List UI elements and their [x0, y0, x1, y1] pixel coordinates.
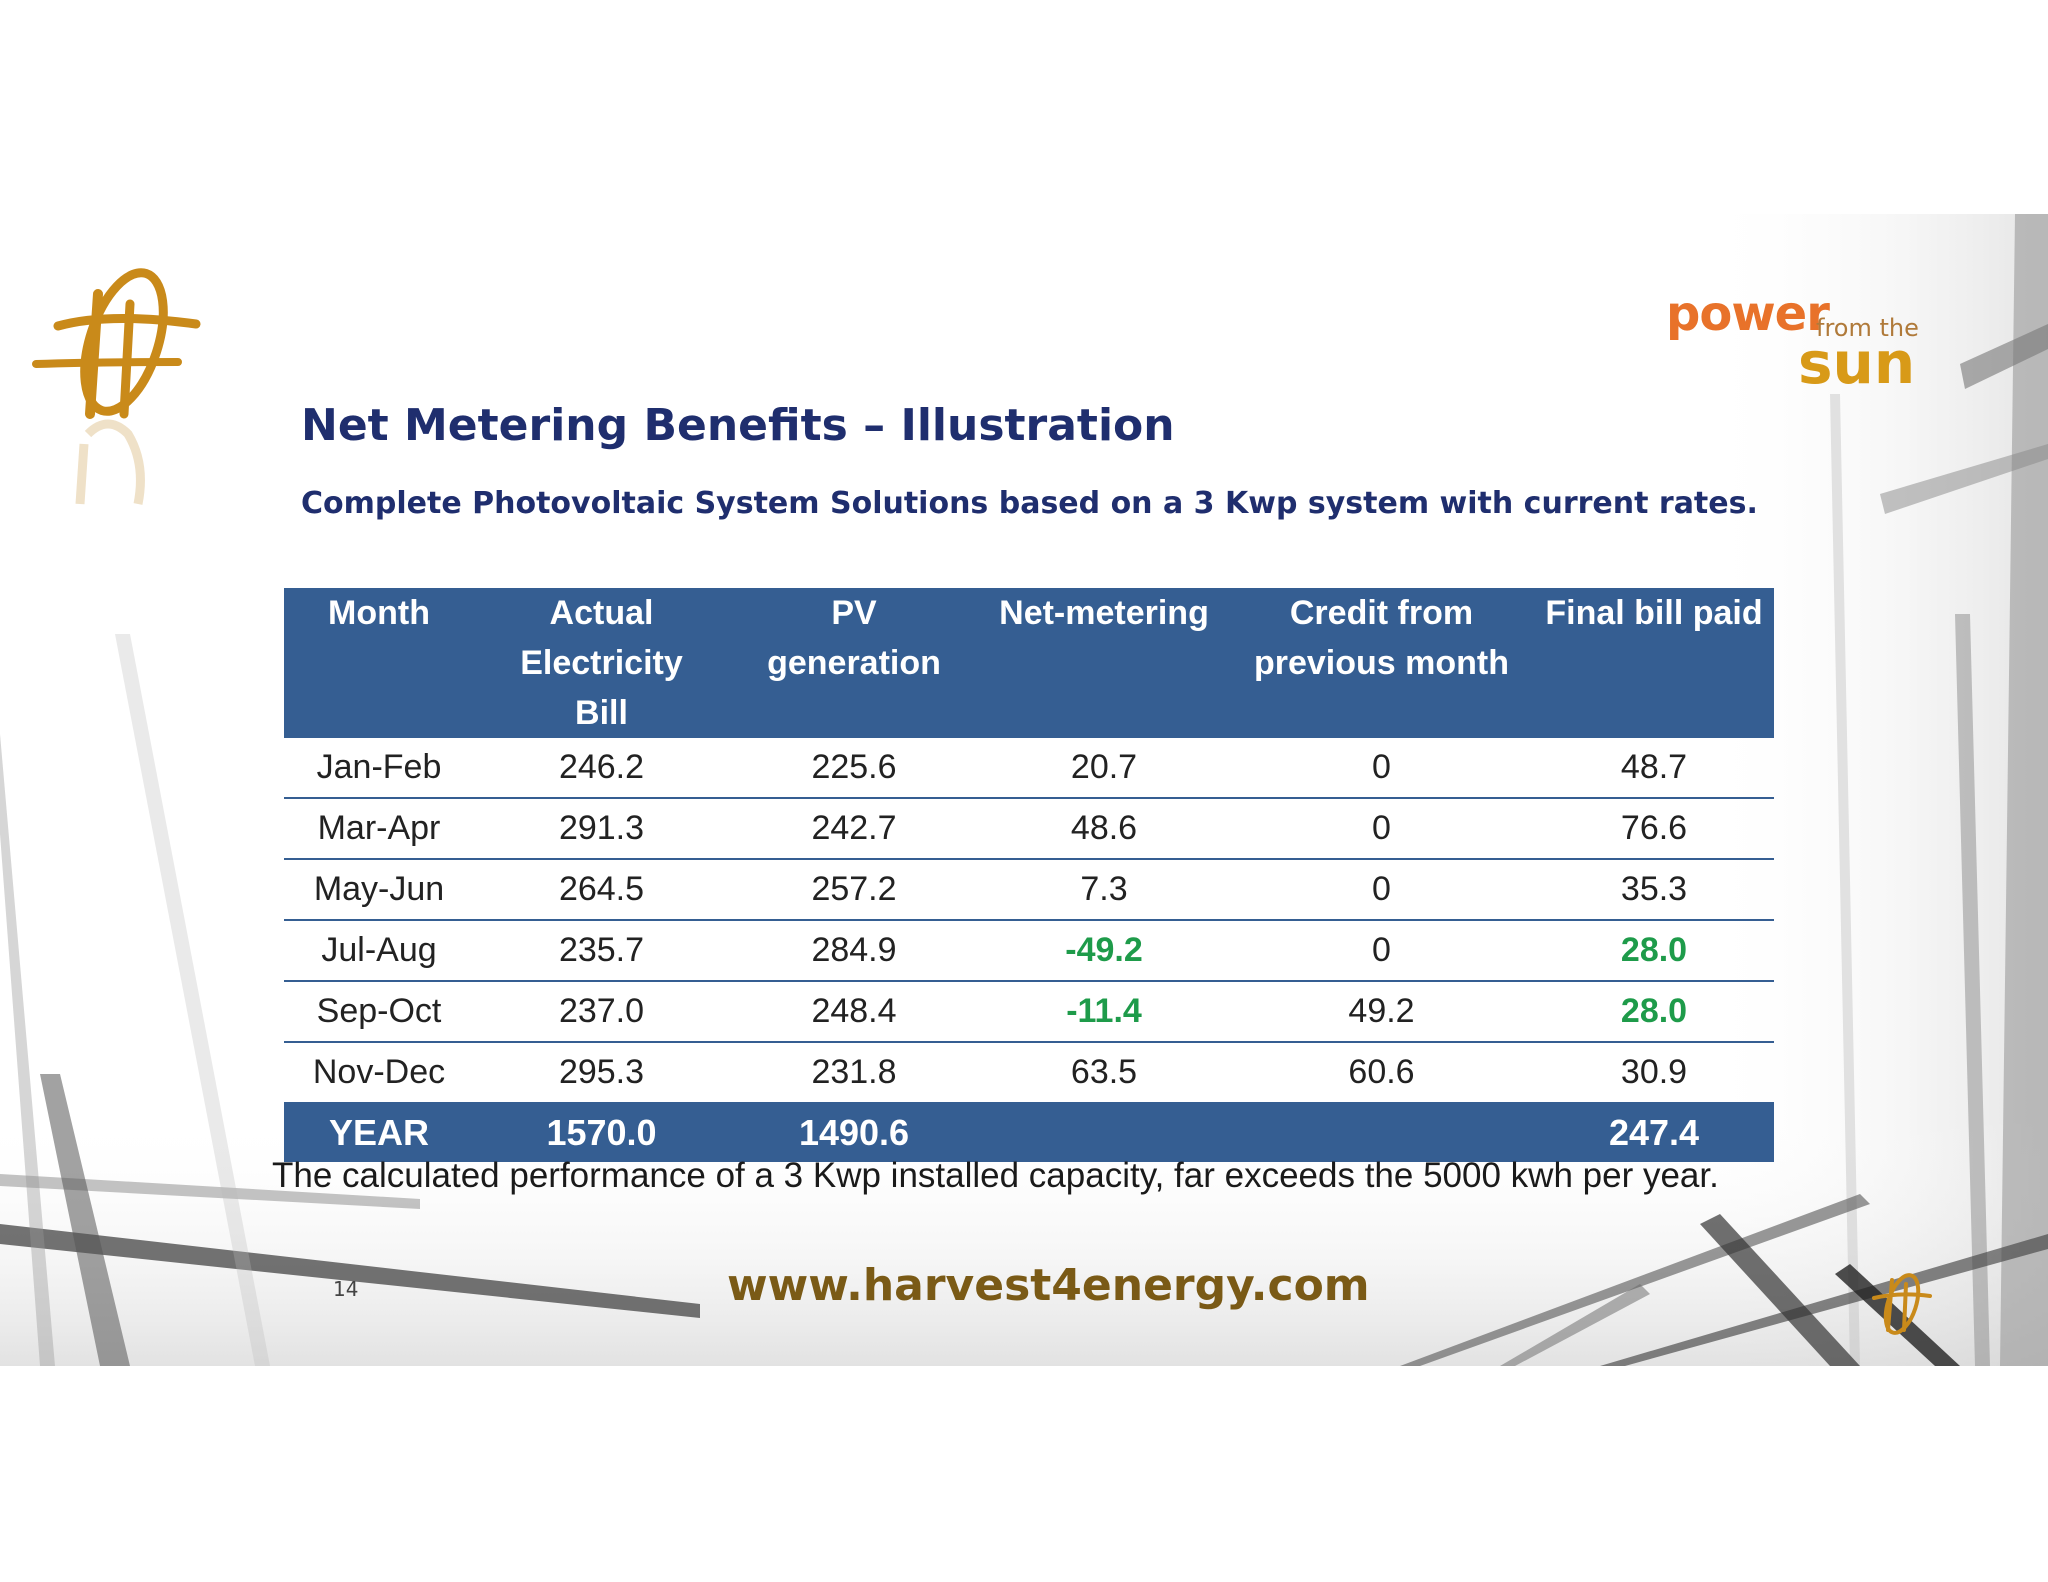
cell-final: 76.6	[1534, 798, 1774, 860]
header-final-bill: Final bill paid	[1534, 588, 1774, 738]
cell-pv: 248.4	[729, 981, 979, 1043]
total-net	[979, 1103, 1229, 1162]
table-row: Sep-Oct 237.0 248.4 -11.4 49.2 28.0	[284, 981, 1774, 1043]
cell-pv: 231.8	[729, 1042, 979, 1104]
cell-pv: 284.9	[729, 920, 979, 982]
cell-pv: 225.6	[729, 738, 979, 799]
header-net-metering: Net-metering	[979, 588, 1229, 738]
header-pv-generation: PV generation	[729, 588, 979, 738]
brand-sun-text: sun	[1798, 329, 1916, 397]
cell-net: 20.7	[979, 738, 1229, 799]
website-link[interactable]: www.harvest4energy.com	[727, 1260, 1370, 1311]
cell-bill: 246.2	[474, 738, 729, 799]
cell-credit: 0	[1229, 738, 1534, 799]
total-label: YEAR	[284, 1103, 474, 1162]
table-row: Jul-Aug 235.7 284.9 -49.2 0 28.0	[284, 920, 1774, 982]
table-row: Mar-Apr 291.3 242.7 48.6 0 76.6	[284, 798, 1774, 860]
cell-bill: 237.0	[474, 981, 729, 1043]
total-final: 247.4	[1534, 1103, 1774, 1162]
performance-note: The calculated performance of a 3 Kwp in…	[272, 1156, 1719, 1195]
cell-bill: 291.3	[474, 798, 729, 860]
brand-fromthe-text: from the	[1816, 314, 1919, 342]
cell-net: 7.3	[979, 859, 1229, 921]
cell-credit: 60.6	[1229, 1042, 1534, 1104]
header-actual-bill: Actual Electricity Bill	[474, 588, 729, 738]
brand-logo: power from the sun	[1660, 286, 1920, 397]
cell-credit: 0	[1229, 798, 1534, 860]
cell-net: 48.6	[979, 798, 1229, 860]
page-title: Net Metering Benefits – Illustration	[301, 400, 1175, 451]
cell-credit: 49.2	[1229, 981, 1534, 1043]
cell-net-negative: -49.2	[979, 920, 1229, 982]
cell-pv: 257.2	[729, 859, 979, 921]
cell-bill: 295.3	[474, 1042, 729, 1104]
cell-credit: 0	[1229, 920, 1534, 982]
cell-month: Mar-Apr	[284, 798, 474, 860]
cell-bill: 264.5	[474, 859, 729, 921]
cell-credit: 0	[1229, 859, 1534, 921]
footer-logo-icon	[1872, 1273, 1932, 1335]
cell-final: 30.9	[1534, 1042, 1774, 1104]
header-month: Month	[284, 588, 474, 738]
page-number: 14	[333, 1277, 359, 1301]
page-subtitle: Complete Photovoltaic System Solutions b…	[301, 486, 1758, 521]
cell-final-highlight: 28.0	[1534, 981, 1774, 1043]
table-total-row: YEAR 1570.0 1490.6 247.4	[284, 1103, 1774, 1162]
cell-month: Sep-Oct	[284, 981, 474, 1043]
company-logo-icon	[32, 268, 201, 505]
cell-final-highlight: 28.0	[1534, 920, 1774, 982]
brand-power-text: power	[1666, 286, 1830, 342]
total-credit	[1229, 1103, 1534, 1162]
total-pv: 1490.6	[729, 1103, 979, 1162]
slide: power from the sun Net Metering Benefits…	[0, 214, 2048, 1366]
header-credit: Credit from previous month	[1229, 588, 1534, 738]
cell-month: Jan-Feb	[284, 738, 474, 799]
table-row: Jan-Feb 246.2 225.6 20.7 0 48.7	[284, 738, 1774, 799]
cell-month: Jul-Aug	[284, 920, 474, 982]
table-row: Nov-Dec 295.3 231.8 63.5 60.6 30.9	[284, 1042, 1774, 1104]
cell-final: 48.7	[1534, 738, 1774, 799]
table-header-row: Month Actual Electricity Bill PV generatio…	[284, 588, 1774, 738]
net-metering-table: Month Actual Electricity Bill PV generatio…	[284, 588, 1774, 1162]
cell-net: 63.5	[979, 1042, 1229, 1104]
total-bill: 1570.0	[474, 1103, 729, 1162]
cell-bill: 235.7	[474, 920, 729, 982]
table-row: May-Jun 264.5 257.2 7.3 0 35.3	[284, 859, 1774, 921]
cell-month: May-Jun	[284, 859, 474, 921]
cell-net-negative: -11.4	[979, 981, 1229, 1043]
cell-pv: 242.7	[729, 798, 979, 860]
cell-final: 35.3	[1534, 859, 1774, 921]
cell-month: Nov-Dec	[284, 1042, 474, 1104]
